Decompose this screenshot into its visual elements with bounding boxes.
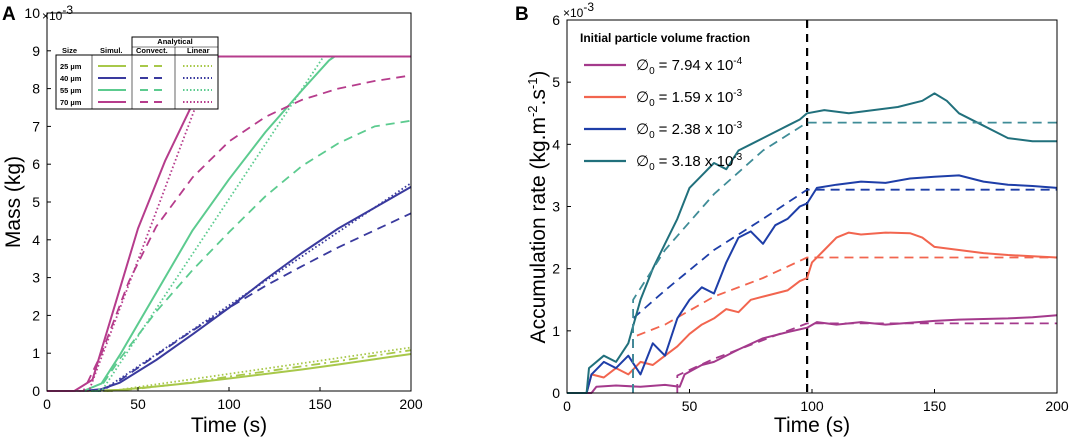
panel-b-x-tick-label: 150 [923,398,947,414]
legend-col-simul: Simul. [100,46,123,55]
legend-b-entry-4: ∅0 = 3.18 x 10-3 [584,152,743,173]
panel-b-y-tick-label: 5 [552,74,560,90]
panel-b-y-tick-label: 3 [552,199,560,215]
panel-b-series-line-8 [632,121,1057,393]
panel-a-y-tick-label: 5 [32,194,40,210]
panel-a-x-tick-label: 150 [308,396,332,412]
panel-b-x-tick-label: 100 [800,398,824,414]
panel-b-series-line-6 [632,188,1057,393]
legend-col-linear: Linear [187,46,210,55]
legend-row-40: 40 µm [60,74,82,83]
legend-col-convect: Convect. [136,46,168,55]
panel-b-series-line-4 [632,256,1057,393]
panel-b-y-axis-label: Accumulation rate (kg.m-2.s-1) [525,71,550,344]
panel-b-y-tick-label: 4 [552,136,560,152]
panel-b-legend: Initial particle volume fraction ∅0 = 7.9… [580,31,750,173]
legend-row-25: 25 µm [60,62,82,71]
legend-b-entry-2: ∅0 = 1.59 x 10-3 [584,88,743,109]
panel-b-x-tick-label: 50 [682,398,698,414]
panel-a-y-tick-label: 3 [32,270,40,286]
panel-a-series-line-1 [47,353,412,392]
panel-b-axes-frame [566,19,1058,394]
legend-b-title: Initial particle volume fraction [580,31,750,45]
panel-a-y-tick-label: 0 [32,383,40,399]
panel-a-series-line-8 [47,119,412,392]
panel-a-label: A [2,4,16,25]
panel-a-y-tick-label: 7 [32,118,40,134]
panel-a-series-line-5 [47,212,412,392]
panel-a-series-line-7 [47,55,411,392]
svg-text:∅0= 7.94 x 10-4: ∅0 = 7.94 x 10-4 [636,56,743,77]
panel-b-label: B [515,4,529,25]
panel-a-series-line-6 [47,182,412,392]
panel-a-y-tick-label: 6 [32,156,40,172]
panel-b: B ×10-3 0 50 100 150 200 0 1 2 3 4 5 6 Time (s) Ac… [515,0,1069,437]
legend-b-entry-1: ∅0 = 7.94 x 10-4 [584,56,743,77]
legend-col-size: Size [62,46,77,55]
panel-b-y-tick-label: 0 [552,385,560,401]
panel-b-series-line-1 [567,314,1058,394]
panel-a-y-tick-label: 10 [24,5,40,21]
panel-a-series-line-2 [47,349,412,392]
panel-a-x-tick-label: 50 [130,396,146,412]
legend-row-55: 55 µm [60,86,82,95]
panel-a-y-tick-label: 2 [32,307,40,323]
svg-text:∅0= 3.18 x 10-3: ∅0 = 3.18 x 10-3 [636,152,743,173]
panel-a-y-ticks: 0 1 2 3 4 5 6 7 8 9 10 [24,5,51,399]
panel-a-y-axis-label: Mass (kg) [2,156,25,248]
panel-a-y-tick-label: 9 [32,43,40,59]
panel-b-exponent: ×10-3 [563,0,594,20]
panel-b-x-tick-label: 200 [1045,398,1069,414]
panel-b-x-tick-label: 0 [563,398,571,414]
panel-a-x-tick-label: 100 [217,396,241,412]
svg-text:∅0= 2.38 x 10-3: ∅0 = 2.38 x 10-3 [636,120,743,141]
panel-b-x-ticks: 0 50 100 150 200 [563,389,1069,414]
panel-b-y-tick-label: 1 [552,323,560,339]
panel-b-y-tick-label: 6 [552,12,560,28]
panel-b-series-line-7 [567,92,1057,394]
panel-b-plot-area [567,20,1058,394]
panel-a-x-tick-label: 0 [43,396,51,412]
panel-b-series-line-2 [676,322,1057,393]
panel-a-x-tick-label: 200 [399,396,423,412]
panel-a-x-axis-label: Time (s) [191,414,267,437]
panel-b-series-line-5 [567,174,1058,394]
panel-a-y-tick-label: 1 [32,345,40,361]
panel-b-y-ticks: 0 1 2 3 4 5 6 [552,12,571,401]
panel-b-x-axis-label: Time (s) [774,414,850,437]
panel-a-series-line-4 [47,186,412,392]
panel-b-series-line-3 [567,231,1058,394]
legend-row-70: 70 µm [60,98,82,107]
legend-group-header: Analytical [157,37,192,46]
panel-b-y-tick-label: 2 [552,261,560,277]
legend-b-entry-3: ∅0 = 2.38 x 10-3 [584,120,743,141]
panel-a-x-ticks: 0 50 100 150 200 [43,387,423,412]
svg-text:∅0= 1.59 x 10-3: ∅0 = 1.59 x 10-3 [636,88,743,109]
panel-a-series-line-11 [47,74,412,392]
panel-a-legend: Analytical Size Simul. Convect. Linear 2… [55,36,219,110]
legend-swatches [98,65,212,103]
panel-a-y-tick-label: 4 [32,232,40,248]
panel-a-plot-area [47,55,412,392]
panel-a-y-tick-label: 8 [32,81,40,97]
